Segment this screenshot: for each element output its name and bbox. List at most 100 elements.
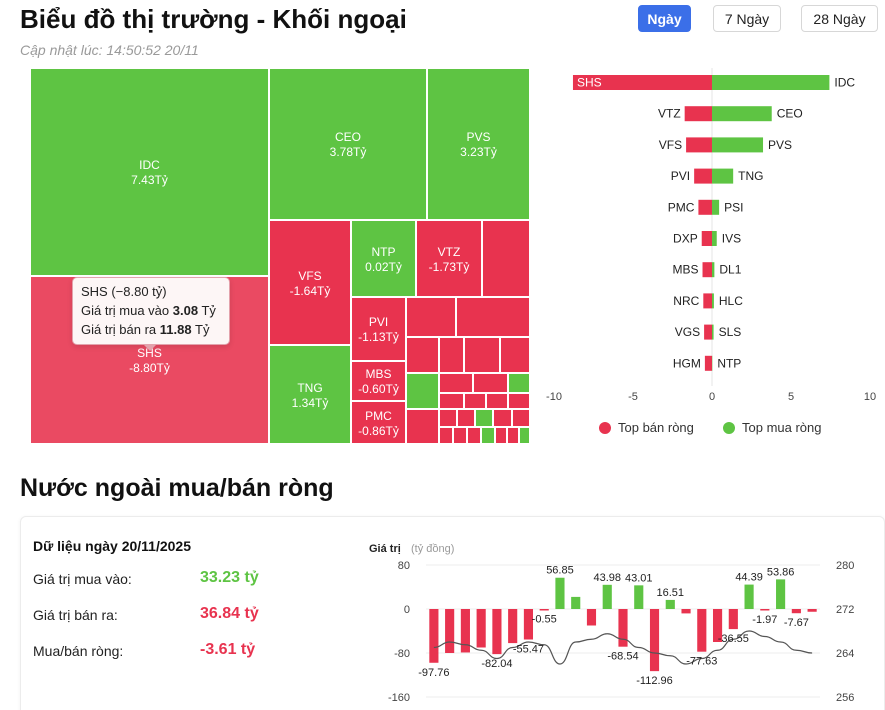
net-flow-bar[interactable] bbox=[445, 609, 455, 653]
net-flow-bar[interactable] bbox=[681, 609, 691, 614]
period-day-button[interactable]: Ngày bbox=[638, 5, 691, 32]
legend-item-buy[interactable]: Top mua ròng bbox=[723, 420, 822, 435]
treemap-tile-small[interactable] bbox=[482, 220, 530, 297]
sell-bar-nrc[interactable] bbox=[703, 293, 712, 309]
treemap-tile-small[interactable] bbox=[439, 409, 457, 427]
treemap-tile-vfs[interactable]: VFS -1.64Tỷ bbox=[269, 220, 351, 345]
treemap-tile-small[interactable] bbox=[439, 393, 464, 409]
section-title: Nước ngoài mua/bán ròng bbox=[20, 474, 334, 502]
sell-bar-vgs[interactable] bbox=[704, 324, 712, 340]
legend-item-sell[interactable]: Top bán ròng bbox=[599, 420, 694, 435]
net-flow-data-label: -1.97 bbox=[752, 614, 777, 626]
treemap-tile-idc[interactable]: IDC 7.43Tỷ bbox=[30, 68, 269, 276]
net-flow-bar[interactable] bbox=[555, 577, 565, 609]
net-flow-bar[interactable] bbox=[744, 584, 754, 609]
treemap-tile-small[interactable] bbox=[486, 393, 508, 409]
net-flow-bar[interactable] bbox=[539, 609, 549, 611]
net-flow-bar[interactable] bbox=[665, 599, 675, 609]
treemap-tile-vtz[interactable]: VTZ -1.73Tỷ bbox=[416, 220, 482, 297]
net-flow-bar[interactable] bbox=[460, 609, 470, 653]
treemap-tile-small[interactable] bbox=[406, 373, 439, 409]
treemap-tile-ntp[interactable]: NTP 0.02Tỷ bbox=[351, 220, 416, 297]
treemap-value: 1.34Tỷ bbox=[291, 395, 329, 410]
sell-bar-vtz[interactable] bbox=[684, 106, 712, 122]
buy-bar-pvs[interactable] bbox=[712, 137, 764, 153]
treemap-tile-small[interactable] bbox=[519, 427, 530, 444]
treemap-tile-small[interactable] bbox=[406, 297, 456, 337]
buy-code-label: NTP bbox=[717, 356, 741, 370]
sell-bar-hgm[interactable] bbox=[704, 355, 712, 371]
treemap-tile-mbs[interactable]: MBS -0.60Tỷ bbox=[351, 361, 406, 401]
sell-code-label: VFS bbox=[659, 138, 682, 152]
net-flow-bar[interactable] bbox=[586, 609, 597, 626]
treemap-tile-pvi[interactable]: PVI -1.13Tỷ bbox=[351, 297, 406, 361]
buy-bar-sls[interactable] bbox=[712, 324, 714, 340]
sell-bar-shs[interactable] bbox=[572, 75, 712, 90]
buy-bar-tng[interactable] bbox=[712, 168, 734, 184]
net-flow-bar[interactable] bbox=[760, 609, 770, 611]
treemap-tile-small[interactable] bbox=[467, 427, 481, 444]
treemap-tile-small[interactable] bbox=[508, 393, 530, 409]
buy-bar-psi[interactable] bbox=[712, 199, 720, 215]
sell-bar-pvi[interactable] bbox=[694, 168, 712, 184]
period-28-days-button[interactable]: 28 Ngày bbox=[801, 5, 878, 32]
treemap-tile-small[interactable] bbox=[439, 427, 453, 444]
sell-bar-dxp[interactable] bbox=[701, 231, 712, 246]
buy-bar-idc[interactable] bbox=[712, 75, 830, 90]
treemap-tile-pmc[interactable]: PMC -0.86Tỷ bbox=[351, 401, 406, 444]
sell-bar-vfs[interactable] bbox=[686, 137, 712, 153]
treemap-tile-small[interactable] bbox=[456, 297, 530, 337]
net-flow-bar[interactable] bbox=[649, 609, 660, 672]
treemap-tile-small[interactable] bbox=[464, 393, 486, 409]
treemap-tile-small[interactable] bbox=[453, 427, 467, 444]
treemap-tile-small[interactable] bbox=[457, 409, 475, 427]
buy-bar-ivs[interactable] bbox=[712, 231, 717, 246]
treemap-tile-small[interactable] bbox=[475, 409, 493, 427]
buy-code-label: TNG bbox=[738, 169, 763, 183]
treemap-tile-small[interactable] bbox=[493, 409, 512, 427]
summary-date: Dữ liệu ngày 20/11/2025 bbox=[33, 538, 192, 554]
buy-bar-dl1[interactable] bbox=[712, 262, 715, 278]
treemap-tile-small[interactable] bbox=[473, 373, 508, 393]
net-flow-bar[interactable] bbox=[712, 609, 723, 642]
period-7-days-button[interactable]: 7 Ngày bbox=[713, 5, 781, 32]
treemap-tile-ceo[interactable]: CEO 3.78Tỷ bbox=[269, 68, 427, 220]
foreign-treemap: IDC 7.43Tỷ SHS -8.80Tỷ CEO 3.78Tỷ PVS 3.23Tỷ VFS… bbox=[30, 68, 530, 444]
treemap-tile-small[interactable] bbox=[439, 337, 464, 373]
treemap-tile-small[interactable] bbox=[406, 409, 439, 444]
net-flow-bar[interactable] bbox=[508, 609, 518, 644]
buy-value: 33.23 tỷ bbox=[200, 569, 259, 586]
net-flow-bar[interactable] bbox=[776, 579, 786, 609]
sell-bar-mbs[interactable] bbox=[702, 262, 712, 278]
treemap-tile-small[interactable] bbox=[508, 373, 530, 393]
net-flow-bar[interactable] bbox=[634, 585, 644, 609]
net-flow-bar[interactable] bbox=[523, 609, 534, 640]
treemap-tile-small[interactable] bbox=[512, 409, 530, 427]
sell-bar-pmc[interactable] bbox=[698, 199, 712, 215]
treemap-tile-small[interactable] bbox=[500, 337, 530, 373]
treemap-tile-small[interactable] bbox=[495, 427, 507, 444]
net-flow-bar[interactable] bbox=[571, 596, 581, 609]
net-flow-bar[interactable] bbox=[728, 609, 738, 630]
treemap-tile-small[interactable] bbox=[507, 427, 519, 444]
treemap-code: NTP bbox=[371, 244, 396, 259]
treemap-tile-small[interactable] bbox=[481, 427, 495, 444]
buy-code-label: SLS bbox=[719, 325, 742, 339]
net-flow-bar[interactable] bbox=[807, 609, 817, 612]
treemap-tile-tng[interactable]: TNG 1.34Tỷ bbox=[269, 345, 351, 444]
net-flow-bar[interactable] bbox=[602, 584, 612, 609]
net-flow-bar[interactable] bbox=[697, 609, 707, 652]
net-flow-bar[interactable] bbox=[492, 609, 502, 655]
net-value-label: Mua/bán ròng: bbox=[33, 643, 124, 659]
net-flow-bar[interactable] bbox=[429, 609, 439, 663]
net-flow-bar[interactable] bbox=[618, 609, 628, 647]
treemap-tile-small[interactable] bbox=[406, 337, 439, 373]
buy-bar-ceo[interactable] bbox=[712, 106, 772, 122]
treemap-tile-small[interactable] bbox=[464, 337, 500, 373]
treemap-tile-small[interactable] bbox=[439, 373, 473, 393]
buy-code-label: HLC bbox=[719, 294, 743, 308]
treemap-tile-pvs[interactable]: PVS 3.23Tỷ bbox=[427, 68, 530, 220]
net-flow-bar[interactable] bbox=[791, 609, 801, 614]
net-flow-bar[interactable] bbox=[476, 609, 486, 648]
buy-bar-hlc[interactable] bbox=[712, 293, 714, 309]
